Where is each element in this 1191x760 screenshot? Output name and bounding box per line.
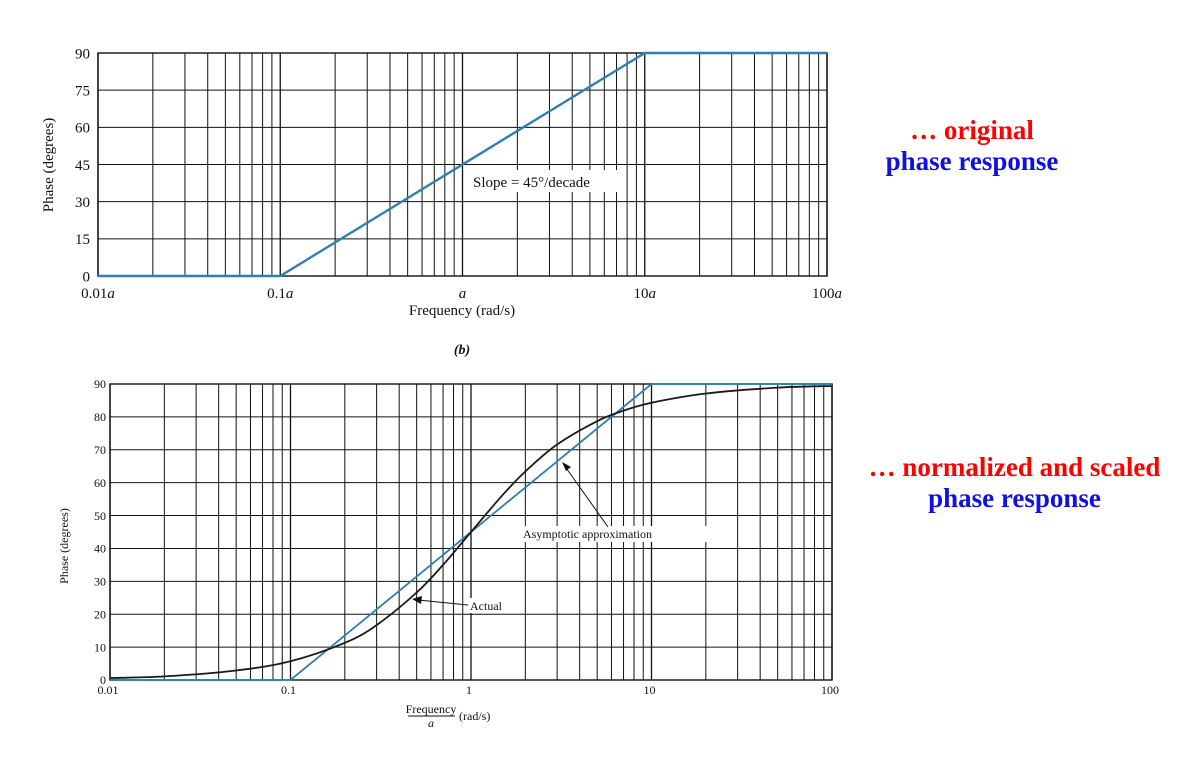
annotation-bottom-line2: phase response [928,483,1101,513]
actual-arrow [417,599,469,606]
x-tick-label: 100 [821,683,839,697]
x-tick-label: 0.01 [98,683,119,697]
x-tick-label: 100a [812,286,842,302]
y-tick-label: 10 [94,640,106,654]
x-tick-label: a [459,286,467,302]
bottom-y-axis-label: Phase (degrees) [57,508,71,584]
annotation-top-line1: … original [910,115,1034,145]
x-tick-label: 10 [644,683,656,697]
y-tick-label: 50 [94,509,106,523]
x-tick-label: 10a [634,286,657,302]
asymptote-line [98,51,827,278]
x-tick-label: 1 [466,683,472,697]
actual-label-background [468,598,514,613]
y-tick-label: 60 [75,121,90,137]
bottom-x-axis-label: Frequency a (rad/s) [406,702,491,730]
y-tick-label: 30 [75,195,90,211]
y-tick-label: 90 [75,46,90,62]
x-tick-label: 0.1 [281,683,296,697]
y-tick-label: 45 [75,158,90,174]
top-grid [97,52,828,277]
asymptote-line [110,383,832,681]
top-phase-chart: 0 15 30 45 60 75 90 0.01a 0.1a a 10a 100a Slope = 4… [41,46,842,358]
x-label-numerator: Frequency [406,702,457,716]
x-label-denominator: a [428,716,434,730]
slope-annotation-background [470,170,622,192]
bottom-grid [109,383,833,681]
top-tick-labels: 0 15 30 45 60 75 90 0.01a 0.1a a 10a 100a [75,46,842,302]
plot-frame [97,52,828,277]
asymptotic-arrow-head [562,462,571,471]
normalized-phase-annotation: … normalized and scaled phase response [842,452,1187,514]
asymptotic-approximation-label: Asymptotic approximation [523,527,652,541]
y-tick-label: 70 [94,443,106,457]
y-tick-label: 0 [100,673,106,687]
asymptotic-label-background [520,526,722,542]
y-tick-label: 60 [94,476,106,490]
y-tick-label: 75 [75,83,90,99]
plot-frame [109,383,833,681]
y-tick-label: 40 [94,542,106,556]
annotation-bottom-line1: … normalized and scaled [868,452,1161,482]
y-tick-label: 30 [94,575,106,589]
bottom-series [109,383,833,681]
y-tick-label: 0 [83,269,91,285]
x-tick-label: 0.01a [81,286,115,302]
y-tick-label: 20 [94,607,106,621]
actual-curve [109,385,833,679]
y-tick-label: 15 [75,232,90,248]
asymptotic-arrow [563,464,609,528]
y-tick-label: 80 [94,410,106,424]
annotation-top-line2: phase response [885,146,1059,176]
slope-annotation: Slope = 45°/decade [473,175,590,191]
x-label-unit: (rad/s) [459,709,490,723]
top-x-axis-label: Frequency (rad/s) [409,303,515,319]
actual-label: Actual [470,599,503,613]
original-phase-annotation: … original phase response [852,115,1092,177]
x-tick-label: 0.1a [267,286,293,302]
actual-arrow-head [412,596,422,604]
top-chart-caption: (b) [454,343,470,358]
top-series [98,51,827,278]
top-y-axis-label: Phase (degrees) [41,118,57,213]
